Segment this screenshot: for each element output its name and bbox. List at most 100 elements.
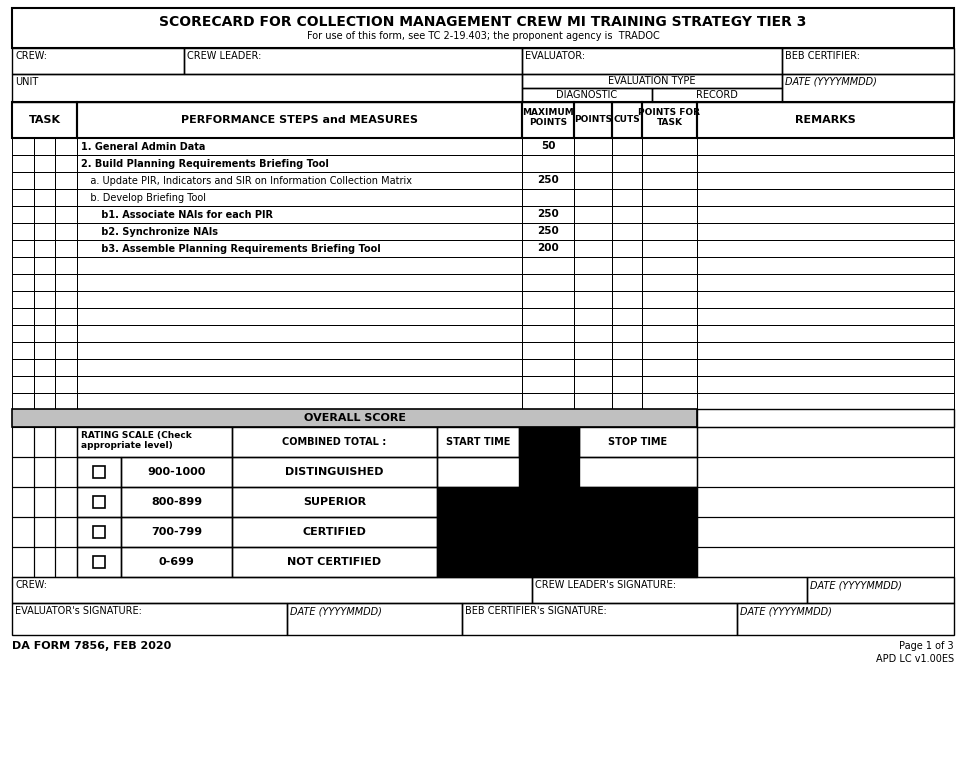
Text: b. Develop Briefing Tool: b. Develop Briefing Tool: [81, 193, 206, 203]
Text: 700-799: 700-799: [151, 527, 202, 537]
Text: 250: 250: [537, 226, 559, 236]
Bar: [34, 223, 55, 240]
Bar: [612, 257, 642, 274]
Bar: [612, 274, 642, 291]
Bar: [522, 138, 574, 155]
Bar: [12, 547, 34, 577]
Text: b3. Assemble Planning Requirements Briefing Tool: b3. Assemble Planning Requirements Brief…: [81, 244, 381, 254]
Bar: [697, 342, 954, 359]
Bar: [77, 102, 522, 138]
Bar: [522, 359, 574, 376]
Text: DIAGNOSTIC: DIAGNOSTIC: [556, 90, 617, 100]
Bar: [12, 342, 34, 359]
Bar: [93, 466, 105, 478]
Text: SUPERIOR: SUPERIOR: [303, 497, 366, 507]
Bar: [77, 189, 522, 206]
Text: DATE (YYYYMMDD): DATE (YYYYMMDD): [290, 606, 382, 616]
Bar: [121, 547, 232, 577]
Text: DATE (YYYYMMDD): DATE (YYYYMMDD): [740, 606, 832, 616]
Bar: [77, 206, 522, 223]
Text: BEB CERTIFIER's SIGNATURE:: BEB CERTIFIER's SIGNATURE:: [465, 606, 607, 616]
Bar: [77, 308, 522, 325]
Bar: [522, 189, 574, 206]
Bar: [437, 547, 697, 577]
Bar: [34, 257, 55, 274]
Bar: [697, 155, 954, 172]
Bar: [574, 376, 612, 393]
Bar: [55, 189, 77, 206]
Bar: [12, 102, 77, 138]
Bar: [77, 547, 121, 577]
Bar: [55, 291, 77, 308]
Text: REMARKS: REMARKS: [795, 115, 856, 125]
Bar: [55, 274, 77, 291]
Bar: [12, 223, 34, 240]
Text: CREW:: CREW:: [15, 51, 47, 61]
Text: 250: 250: [537, 209, 559, 219]
Bar: [12, 427, 34, 457]
Bar: [697, 487, 954, 517]
Bar: [55, 240, 77, 257]
Bar: [522, 102, 574, 138]
Text: BEB CERTIFIER:: BEB CERTIFIER:: [785, 51, 860, 61]
Bar: [522, 88, 652, 102]
Bar: [34, 457, 55, 487]
Text: 200: 200: [537, 243, 559, 253]
Text: b2. Synchronize NAIs: b2. Synchronize NAIs: [81, 227, 218, 237]
Text: OVERALL SCORE: OVERALL SCORE: [303, 413, 406, 423]
Bar: [642, 155, 697, 172]
Bar: [642, 325, 697, 342]
Bar: [437, 427, 519, 457]
Bar: [437, 487, 697, 517]
Bar: [287, 603, 462, 635]
Bar: [34, 342, 55, 359]
Bar: [55, 325, 77, 342]
Bar: [612, 206, 642, 223]
Text: DA FORM 7856, FEB 2020: DA FORM 7856, FEB 2020: [12, 641, 171, 651]
Bar: [232, 427, 437, 457]
Text: STOP TIME: STOP TIME: [609, 437, 668, 447]
Bar: [77, 517, 121, 547]
Bar: [77, 359, 522, 376]
Bar: [612, 359, 642, 376]
Bar: [77, 257, 522, 274]
Bar: [77, 325, 522, 342]
Bar: [574, 359, 612, 376]
Bar: [522, 274, 574, 291]
Bar: [574, 274, 612, 291]
Bar: [807, 577, 954, 603]
Bar: [574, 206, 612, 223]
Bar: [574, 223, 612, 240]
Bar: [697, 172, 954, 189]
Bar: [574, 342, 612, 359]
Bar: [232, 487, 437, 517]
Text: 50: 50: [541, 141, 555, 151]
Bar: [55, 155, 77, 172]
Bar: [437, 457, 519, 487]
Bar: [77, 138, 522, 155]
Bar: [612, 291, 642, 308]
Bar: [574, 257, 612, 274]
Text: EVALUATOR:: EVALUATOR:: [525, 51, 585, 61]
Bar: [55, 517, 77, 547]
Text: PERFORMANCE STEPS and MEASURES: PERFORMANCE STEPS and MEASURES: [181, 115, 418, 125]
Bar: [77, 240, 522, 257]
Text: b1. Associate NAIs for each PIR: b1. Associate NAIs for each PIR: [81, 210, 273, 220]
Bar: [574, 291, 612, 308]
Bar: [697, 102, 954, 138]
Bar: [77, 393, 522, 409]
Bar: [232, 547, 437, 577]
Bar: [612, 342, 642, 359]
Bar: [34, 172, 55, 189]
Text: CUTS: CUTS: [613, 116, 640, 124]
Text: RATING SCALE (Check
appropriate level): RATING SCALE (Check appropriate level): [81, 431, 191, 450]
Bar: [642, 257, 697, 274]
Bar: [522, 206, 574, 223]
Bar: [34, 547, 55, 577]
Bar: [34, 240, 55, 257]
Bar: [34, 308, 55, 325]
Bar: [12, 189, 34, 206]
Bar: [642, 240, 697, 257]
Bar: [522, 74, 782, 88]
Text: CREW LEADER's SIGNATURE:: CREW LEADER's SIGNATURE:: [535, 580, 676, 590]
